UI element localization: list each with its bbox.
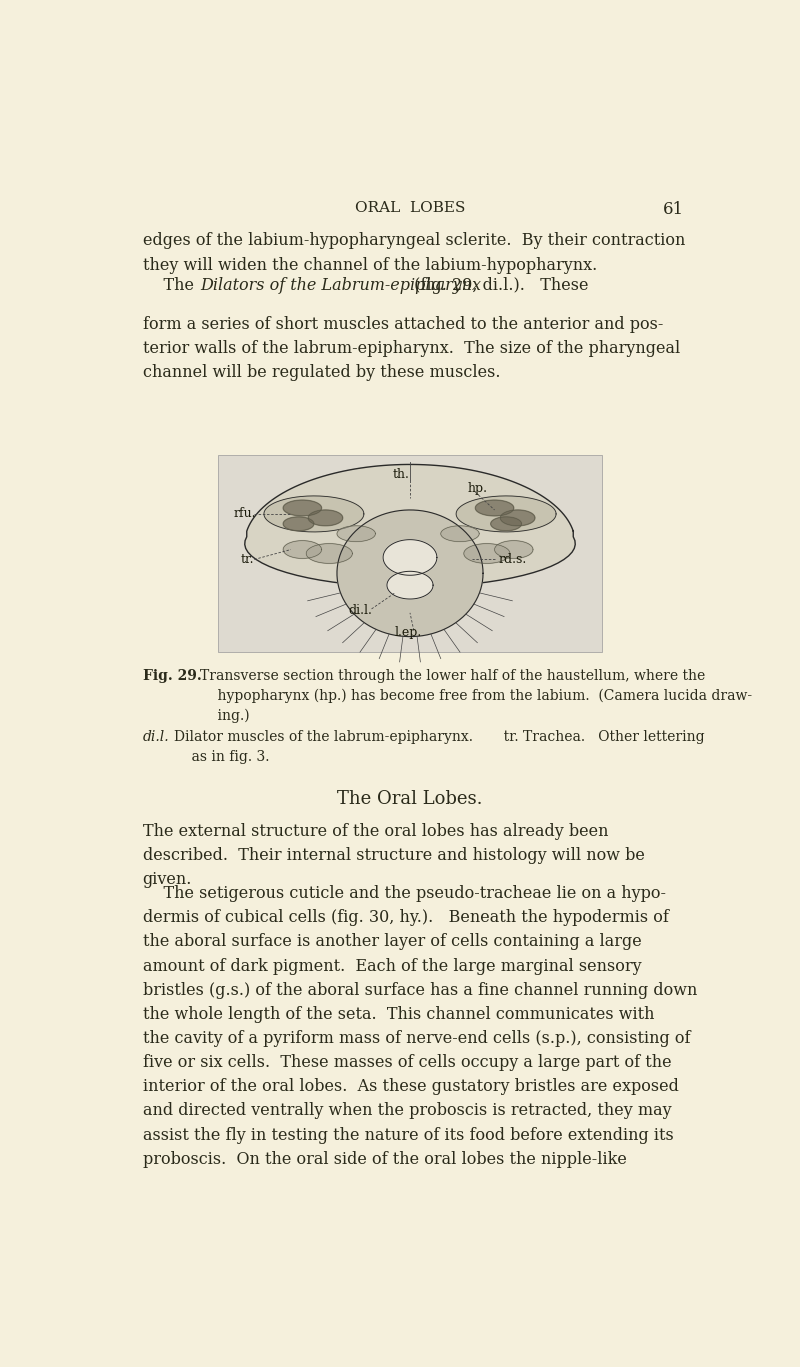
Polygon shape: [245, 465, 575, 586]
Text: form a series of short muscles attached to the anterior and pos-
terior walls of: form a series of short muscles attached …: [142, 316, 680, 381]
Text: th.: th.: [393, 468, 410, 481]
Text: The Oral Lobes.: The Oral Lobes.: [338, 790, 482, 808]
Text: Dilator muscles of the labrum-epipharynx.       tr. Trachea.   Other lettering
 : Dilator muscles of the labrum-epipharynx…: [174, 730, 704, 764]
Polygon shape: [383, 540, 437, 576]
Text: l.ep.: l.ep.: [394, 626, 422, 640]
Text: 61: 61: [662, 201, 683, 217]
Text: edges of the labium-hypopharyngeal sclerite.  By their contraction
they will wid: edges of the labium-hypopharyngeal scler…: [142, 232, 685, 273]
Polygon shape: [494, 540, 533, 559]
Text: The: The: [142, 276, 198, 294]
Text: The setigerous cuticle and the pseudo-tracheae lie on a hypo-
dermis of cubical : The setigerous cuticle and the pseudo-tr…: [142, 884, 697, 1167]
Text: tr.: tr.: [241, 552, 254, 566]
Text: Dilators of the Labrum-epipharynx: Dilators of the Labrum-epipharynx: [200, 276, 482, 294]
Polygon shape: [283, 500, 322, 515]
Polygon shape: [490, 517, 522, 530]
Text: hp.: hp.: [468, 481, 488, 495]
Polygon shape: [337, 510, 483, 637]
Text: ORAL  LOBES: ORAL LOBES: [355, 201, 465, 215]
Polygon shape: [337, 526, 375, 541]
Polygon shape: [441, 526, 479, 541]
Polygon shape: [456, 496, 556, 532]
Polygon shape: [500, 510, 535, 526]
Polygon shape: [308, 510, 342, 526]
Polygon shape: [464, 544, 510, 563]
Bar: [218, 455, 602, 652]
Polygon shape: [387, 571, 433, 599]
Polygon shape: [283, 540, 322, 559]
Text: di.l.: di.l.: [349, 604, 372, 618]
Polygon shape: [475, 500, 514, 515]
Text: The external structure of the oral lobes has already been
described.  Their inte: The external structure of the oral lobes…: [142, 823, 645, 889]
Text: Transverse section through the lower half of the haustellum, where the
    hypop: Transverse section through the lower hal…: [200, 670, 752, 723]
Polygon shape: [306, 544, 352, 563]
Text: rfu.: rfu.: [233, 507, 256, 521]
Text: di.l.: di.l.: [142, 730, 170, 745]
Polygon shape: [264, 496, 364, 532]
Text: Fig. 29.: Fig. 29.: [142, 670, 202, 684]
Text: rd.s.: rd.s.: [498, 552, 526, 566]
Polygon shape: [283, 517, 314, 530]
Text: (fig. 29, di.l.).   These: (fig. 29, di.l.). These: [409, 276, 588, 294]
